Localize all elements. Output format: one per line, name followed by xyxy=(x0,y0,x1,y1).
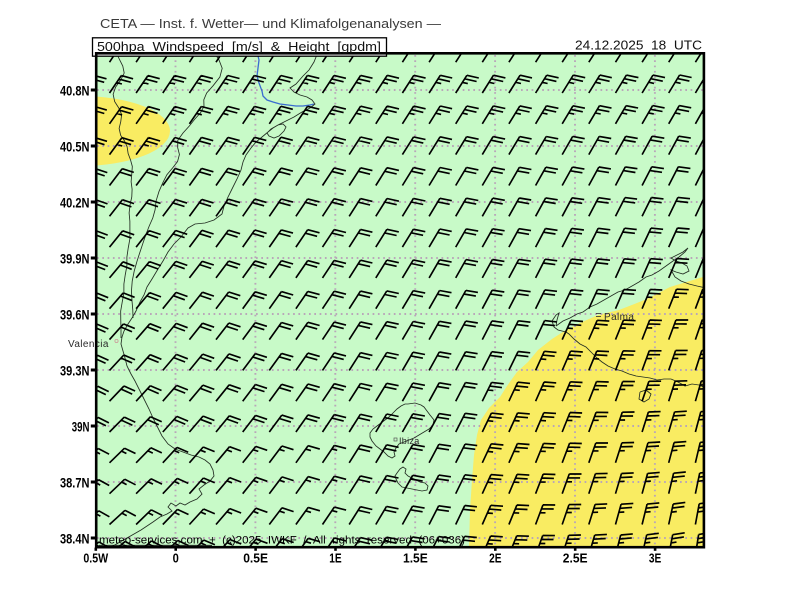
svg-text:24.12.2025 18 UTC: 24.12.2025 18 UTC xyxy=(575,37,702,52)
svg-text:39N: 39N xyxy=(72,419,90,434)
svg-text:38.7N: 38.7N xyxy=(60,475,90,490)
svg-text:2E: 2E xyxy=(489,550,502,565)
svg-text:2.5E: 2.5E xyxy=(563,550,588,565)
svg-text:meteo-services.com + (c)2025: meteo-services.com + (c)2025 IWKF / All … xyxy=(99,535,465,547)
svg-text:39.6N: 39.6N xyxy=(60,307,90,322)
svg-text:Valencia: Valencia xyxy=(68,339,109,350)
svg-text:CETA — Inst. f. Wetter— und Kl: CETA — Inst. f. Wetter— und Klimafolgena… xyxy=(100,16,441,31)
svg-text:40.8N: 40.8N xyxy=(60,83,90,98)
svg-text:39.9N: 39.9N xyxy=(60,251,90,266)
svg-text:0: 0 xyxy=(173,550,179,565)
svg-text:0.5E: 0.5E xyxy=(243,550,268,565)
svg-text:1E: 1E xyxy=(329,550,342,565)
svg-text:Ibiza: Ibiza xyxy=(399,436,420,446)
svg-text:3E: 3E xyxy=(649,550,662,565)
svg-text:500hpa_Windspeed_[m/s]_&_Heigh: 500hpa_Windspeed_[m/s]_&_Height_[gpdm] xyxy=(97,39,381,54)
svg-text:39.3N: 39.3N xyxy=(60,363,90,378)
svg-text:Palma: Palma xyxy=(604,312,634,323)
svg-text:40.2N: 40.2N xyxy=(60,195,90,210)
svg-text:0.5W: 0.5W xyxy=(83,550,108,565)
svg-text:40.5N: 40.5N xyxy=(60,139,90,154)
svg-text:38.4N: 38.4N xyxy=(60,531,90,546)
svg-text:1.5E: 1.5E xyxy=(403,550,428,565)
